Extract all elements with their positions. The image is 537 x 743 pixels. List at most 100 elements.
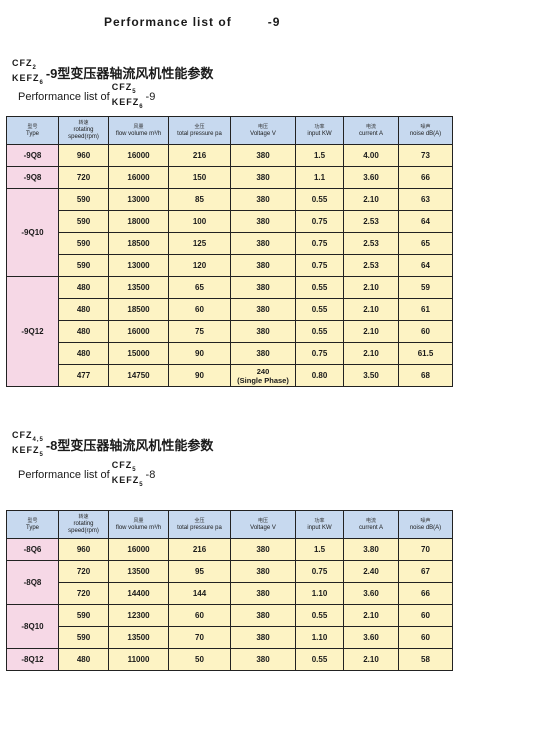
flow-cell: 18000 [108,210,169,233]
pressure-cell: 90 [168,342,231,365]
page-title-label: Performance list of [104,15,232,29]
section1-heading: CFZ2 KEFZ6 -9型变压器轴流风机性能参数 [12,58,213,88]
current-cell: 2.53 [343,232,399,255]
speed-cell: 480 [58,320,109,343]
speed-cell: 720 [58,166,109,189]
pressure-cell: 216 [168,144,231,167]
section2-table: 型号 Type 转速 rotating speed(rpm) 风量 flow volume… [6,510,453,671]
section1-model: CFZ2 KEFZ6 [12,58,44,86]
pressure-cell: 100 [168,210,231,233]
column-header: 电流 current A [343,116,399,145]
voltage-cell: 380 [230,538,296,561]
table-row: -9Q10 590 13000 85 380 0.55 2.10 63 [6,188,453,277]
type-cell: -8Q6 [6,538,59,561]
current-cell: 2.10 [343,188,399,211]
column-header: 转速 rotating speed(rpm) [58,510,109,539]
noise-cell: 68 [398,364,453,387]
flow-cell: 14400 [108,582,169,605]
noise-cell: 60 [398,604,453,627]
current-cell: 3.50 [343,364,399,387]
noise-cell: 64 [398,254,453,277]
power-cell: 1.5 [295,538,344,561]
power-cell: 0.75 [295,342,344,365]
pressure-cell: 95 [168,560,231,583]
noise-cell: 73 [398,144,453,167]
voltage-cell: 380 [230,276,296,299]
speed-cell: 480 [58,298,109,321]
column-header: 风量 flow volume m³/h [108,510,169,539]
speed-cell: 590 [58,626,109,649]
table-header-row: 型号 Type 转速 rotating speed(rpm) 风量 flow volume… [6,510,453,539]
noise-cell: 64 [398,210,453,233]
table-row: 590 18000 100 380 0.75 2.53 64 [7,210,453,233]
speed-cell: 960 [58,144,109,167]
current-cell: 3.80 [343,538,399,561]
current-cell: 3.60 [343,626,399,649]
table-row: -8Q6 960 16000 216 380 1.5 3.80 70 [6,538,453,561]
pressure-cell: 150 [168,166,231,189]
flow-cell: 12300 [108,604,169,627]
speed-cell: 590 [58,232,109,255]
noise-cell: 61.5 [398,342,453,365]
speed-cell: 590 [58,254,109,277]
speed-cell: 960 [58,538,109,561]
speed-cell: 590 [58,188,109,211]
speed-cell: 590 [58,604,109,627]
column-header: 电压 Voltage V [230,510,296,539]
column-header: 噪声 noise dB(A) [398,510,453,539]
current-cell: 2.10 [343,648,399,671]
flow-cell: 16000 [108,166,169,189]
column-header: 风量 flow volume m³/h [108,116,169,145]
noise-cell: 63 [398,188,453,211]
table-row: -9Q8 960 16000 216 380 1.5 4.00 73 [6,144,453,167]
noise-cell: 67 [398,560,453,583]
speed-cell: 720 [58,560,109,583]
section2-model: CFZ4,5 KEFZ5 [12,430,44,458]
table-row: 590 13000 120 380 0.75 2.53 64 [7,254,453,277]
noise-cell: 66 [398,582,453,605]
voltage-cell: 380 [230,626,296,649]
voltage-cell: 380 [230,604,296,627]
voltage-cell: 380 [230,144,296,167]
flow-cell: 13000 [108,188,169,211]
power-cell: 0.55 [295,188,344,211]
type-cell: -8Q10 [6,604,59,649]
pressure-cell: 90 [168,364,231,387]
flow-cell: 13500 [108,560,169,583]
section2-sub-label: Performance list of [18,468,110,481]
type-cell: -9Q12 [6,276,59,387]
table-row: 477 14750 90 240 (Single Phase) 0.80 3.50 68 [7,364,453,387]
type-cell: -8Q8 [6,560,59,605]
pressure-cell: 50 [168,648,231,671]
speed-cell: 480 [58,342,109,365]
pressure-cell: 70 [168,626,231,649]
voltage-cell: 380 [230,582,296,605]
table-row: -9Q12 480 13500 65 380 0.55 2.10 59 [6,276,453,387]
pressure-cell: 120 [168,254,231,277]
power-cell: 1.10 [295,582,344,605]
current-cell: 2.53 [343,254,399,277]
power-cell: 0.55 [295,604,344,627]
page-title-suffix: -9 [267,15,281,29]
flow-cell: 18500 [108,298,169,321]
pressure-cell: 85 [168,188,231,211]
current-cell: 2.10 [343,298,399,321]
pressure-cell: 65 [168,276,231,299]
speed-cell: 480 [58,276,109,299]
voltage-cell: 380 [230,188,296,211]
flow-cell: 15000 [108,342,169,365]
section2-subtitle: Performance list ofCFZ5 KEFZ5-8 [18,460,155,490]
section1-table: 型号 Type 转速 rotating speed(rpm) 风量 flow volume… [6,116,453,387]
flow-cell: 16000 [108,320,169,343]
pressure-cell: 144 [168,582,231,605]
voltage-cell: 380 [230,320,296,343]
power-cell: 0.55 [295,298,344,321]
current-cell: 2.10 [343,604,399,627]
speed-cell: 720 [58,582,109,605]
current-cell: 4.00 [343,144,399,167]
pressure-cell: 216 [168,538,231,561]
noise-cell: 70 [398,538,453,561]
type-cell: -8Q12 [6,648,59,671]
flow-cell: 14750 [108,364,169,387]
noise-cell: 66 [398,166,453,189]
